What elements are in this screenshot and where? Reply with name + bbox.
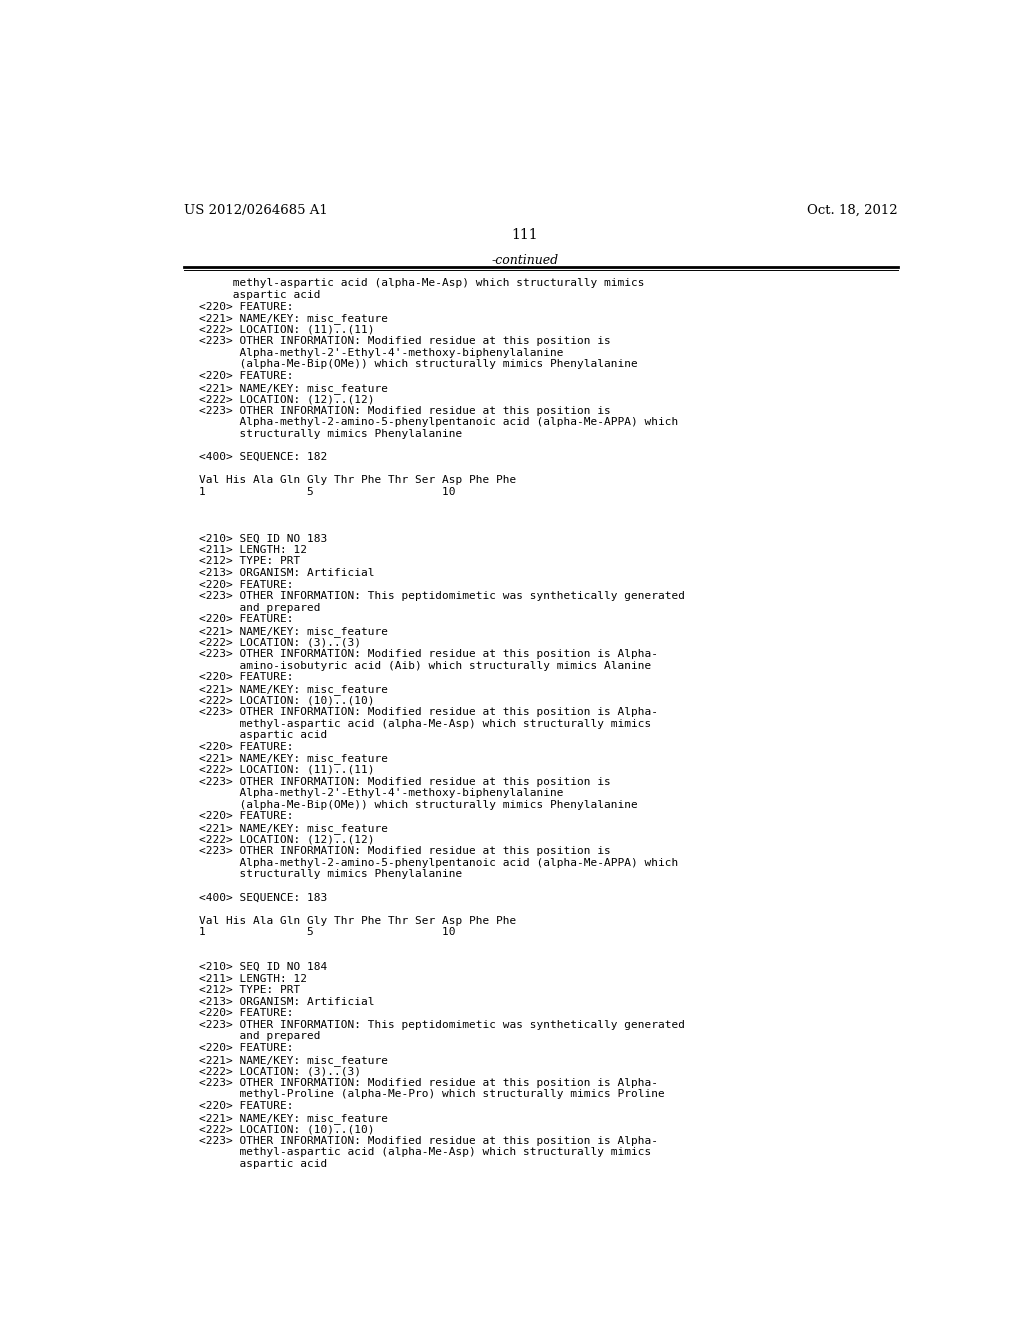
Text: Val His Ala Gln Gly Thr Phe Thr Ser Asp Phe Phe: Val His Ala Gln Gly Thr Phe Thr Ser Asp … xyxy=(200,475,517,486)
Text: (alpha-Me-Bip(OMe)) which structurally mimics Phenylalanine: (alpha-Me-Bip(OMe)) which structurally m… xyxy=(200,800,638,809)
Text: methyl-Proline (alpha-Me-Pro) which structurally mimics Proline: methyl-Proline (alpha-Me-Pro) which stru… xyxy=(200,1089,666,1100)
Text: 1               5                   10: 1 5 10 xyxy=(200,927,456,937)
Text: -continued: -continued xyxy=(492,253,558,267)
Text: aspartic acid: aspartic acid xyxy=(200,1159,328,1170)
Text: <223> OTHER INFORMATION: Modified residue at this position is Alpha-: <223> OTHER INFORMATION: Modified residu… xyxy=(200,649,658,659)
Text: <220> FEATURE:: <220> FEATURE: xyxy=(200,672,294,682)
Text: 1               5                   10: 1 5 10 xyxy=(200,487,456,496)
Text: <400> SEQUENCE: 182: <400> SEQUENCE: 182 xyxy=(200,453,328,462)
Text: Alpha-methyl-2'-Ethyl-4'-methoxy-biphenylalanine: Alpha-methyl-2'-Ethyl-4'-methoxy-bipheny… xyxy=(200,788,564,799)
Text: aspartic acid: aspartic acid xyxy=(200,730,328,741)
Text: <222> LOCATION: (3)..(3): <222> LOCATION: (3)..(3) xyxy=(200,1067,361,1076)
Text: <221> NAME/KEY: misc_feature: <221> NAME/KEY: misc_feature xyxy=(200,1055,388,1065)
Text: <220> FEATURE:: <220> FEATURE: xyxy=(200,614,294,624)
Text: <213> ORGANISM: Artificial: <213> ORGANISM: Artificial xyxy=(200,568,375,578)
Text: methyl-aspartic acid (alpha-Me-Asp) which structurally mimics: methyl-aspartic acid (alpha-Me-Asp) whic… xyxy=(200,718,651,729)
Text: <221> NAME/KEY: misc_feature: <221> NAME/KEY: misc_feature xyxy=(200,313,388,323)
Text: Val His Ala Gln Gly Thr Phe Thr Ser Asp Phe Phe: Val His Ala Gln Gly Thr Phe Thr Ser Asp … xyxy=(200,916,517,925)
Text: <223> OTHER INFORMATION: Modified residue at this position is: <223> OTHER INFORMATION: Modified residu… xyxy=(200,776,611,787)
Text: <220> FEATURE:: <220> FEATURE: xyxy=(200,742,294,752)
Text: <223> OTHER INFORMATION: This peptidomimetic was synthetically generated: <223> OTHER INFORMATION: This peptidomim… xyxy=(200,1020,685,1030)
Text: <220> FEATURE:: <220> FEATURE: xyxy=(200,1043,294,1053)
Text: <223> OTHER INFORMATION: Modified residue at this position is Alpha-: <223> OTHER INFORMATION: Modified residu… xyxy=(200,708,658,717)
Text: <222> LOCATION: (10)..(10): <222> LOCATION: (10)..(10) xyxy=(200,1125,375,1134)
Text: <221> NAME/KEY: misc_feature: <221> NAME/KEY: misc_feature xyxy=(200,754,388,764)
Text: 111: 111 xyxy=(511,227,539,242)
Text: <223> OTHER INFORMATION: Modified residue at this position is Alpha-: <223> OTHER INFORMATION: Modified residu… xyxy=(200,1078,658,1088)
Text: <223> OTHER INFORMATION: Modified residue at this position is: <223> OTHER INFORMATION: Modified residu… xyxy=(200,405,611,416)
Text: <213> ORGANISM: Artificial: <213> ORGANISM: Artificial xyxy=(200,997,375,1007)
Text: <220> FEATURE:: <220> FEATURE: xyxy=(200,1101,294,1111)
Text: Oct. 18, 2012: Oct. 18, 2012 xyxy=(807,205,898,216)
Text: <222> LOCATION: (11)..(11): <222> LOCATION: (11)..(11) xyxy=(200,325,375,335)
Text: <222> LOCATION: (12)..(12): <222> LOCATION: (12)..(12) xyxy=(200,395,375,404)
Text: <221> NAME/KEY: misc_feature: <221> NAME/KEY: misc_feature xyxy=(200,626,388,636)
Text: <223> OTHER INFORMATION: Modified residue at this position is Alpha-: <223> OTHER INFORMATION: Modified residu… xyxy=(200,1135,658,1146)
Text: methyl-aspartic acid (alpha-Me-Asp) which structurally mimics: methyl-aspartic acid (alpha-Me-Asp) whic… xyxy=(200,279,645,288)
Text: <223> OTHER INFORMATION: This peptidomimetic was synthetically generated: <223> OTHER INFORMATION: This peptidomim… xyxy=(200,591,685,601)
Text: <211> LENGTH: 12: <211> LENGTH: 12 xyxy=(200,974,307,983)
Text: <220> FEATURE:: <220> FEATURE: xyxy=(200,1008,294,1018)
Text: Alpha-methyl-2-amino-5-phenylpentanoic acid (alpha-Me-APPA) which: Alpha-methyl-2-amino-5-phenylpentanoic a… xyxy=(200,858,679,867)
Text: <212> TYPE: PRT: <212> TYPE: PRT xyxy=(200,557,301,566)
Text: <210> SEQ ID NO 183: <210> SEQ ID NO 183 xyxy=(200,533,328,544)
Text: <222> LOCATION: (11)..(11): <222> LOCATION: (11)..(11) xyxy=(200,766,375,775)
Text: <221> NAME/KEY: misc_feature: <221> NAME/KEY: misc_feature xyxy=(200,684,388,694)
Text: <221> NAME/KEY: misc_feature: <221> NAME/KEY: misc_feature xyxy=(200,383,388,393)
Text: <221> NAME/KEY: misc_feature: <221> NAME/KEY: misc_feature xyxy=(200,1113,388,1123)
Text: <212> TYPE: PRT: <212> TYPE: PRT xyxy=(200,985,301,995)
Text: and prepared: and prepared xyxy=(200,1031,321,1041)
Text: methyl-aspartic acid (alpha-Me-Asp) which structurally mimics: methyl-aspartic acid (alpha-Me-Asp) whic… xyxy=(200,1147,651,1158)
Text: aspartic acid: aspartic acid xyxy=(200,290,321,300)
Text: <220> FEATURE:: <220> FEATURE: xyxy=(200,301,294,312)
Text: <211> LENGTH: 12: <211> LENGTH: 12 xyxy=(200,545,307,554)
Text: Alpha-methyl-2-amino-5-phenylpentanoic acid (alpha-Me-APPA) which: Alpha-methyl-2-amino-5-phenylpentanoic a… xyxy=(200,417,679,428)
Text: and prepared: and prepared xyxy=(200,603,321,612)
Text: structurally mimics Phenylalanine: structurally mimics Phenylalanine xyxy=(200,429,463,440)
Text: Alpha-methyl-2'-Ethyl-4'-methoxy-biphenylalanine: Alpha-methyl-2'-Ethyl-4'-methoxy-bipheny… xyxy=(200,348,564,358)
Text: <223> OTHER INFORMATION: Modified residue at this position is: <223> OTHER INFORMATION: Modified residu… xyxy=(200,846,611,857)
Text: structurally mimics Phenylalanine: structurally mimics Phenylalanine xyxy=(200,870,463,879)
Text: <222> LOCATION: (3)..(3): <222> LOCATION: (3)..(3) xyxy=(200,638,361,648)
Text: <222> LOCATION: (12)..(12): <222> LOCATION: (12)..(12) xyxy=(200,834,375,845)
Text: <220> FEATURE:: <220> FEATURE: xyxy=(200,812,294,821)
Text: amino-isobutyric acid (Aib) which structurally mimics Alanine: amino-isobutyric acid (Aib) which struct… xyxy=(200,661,651,671)
Text: <221> NAME/KEY: misc_feature: <221> NAME/KEY: misc_feature xyxy=(200,822,388,834)
Text: (alpha-Me-Bip(OMe)) which structurally mimics Phenylalanine: (alpha-Me-Bip(OMe)) which structurally m… xyxy=(200,359,638,370)
Text: <400> SEQUENCE: 183: <400> SEQUENCE: 183 xyxy=(200,892,328,903)
Text: US 2012/0264685 A1: US 2012/0264685 A1 xyxy=(183,205,328,216)
Text: <220> FEATURE:: <220> FEATURE: xyxy=(200,579,294,590)
Text: <220> FEATURE:: <220> FEATURE: xyxy=(200,371,294,381)
Text: <222> LOCATION: (10)..(10): <222> LOCATION: (10)..(10) xyxy=(200,696,375,705)
Text: <210> SEQ ID NO 184: <210> SEQ ID NO 184 xyxy=(200,962,328,972)
Text: <223> OTHER INFORMATION: Modified residue at this position is: <223> OTHER INFORMATION: Modified residu… xyxy=(200,337,611,346)
